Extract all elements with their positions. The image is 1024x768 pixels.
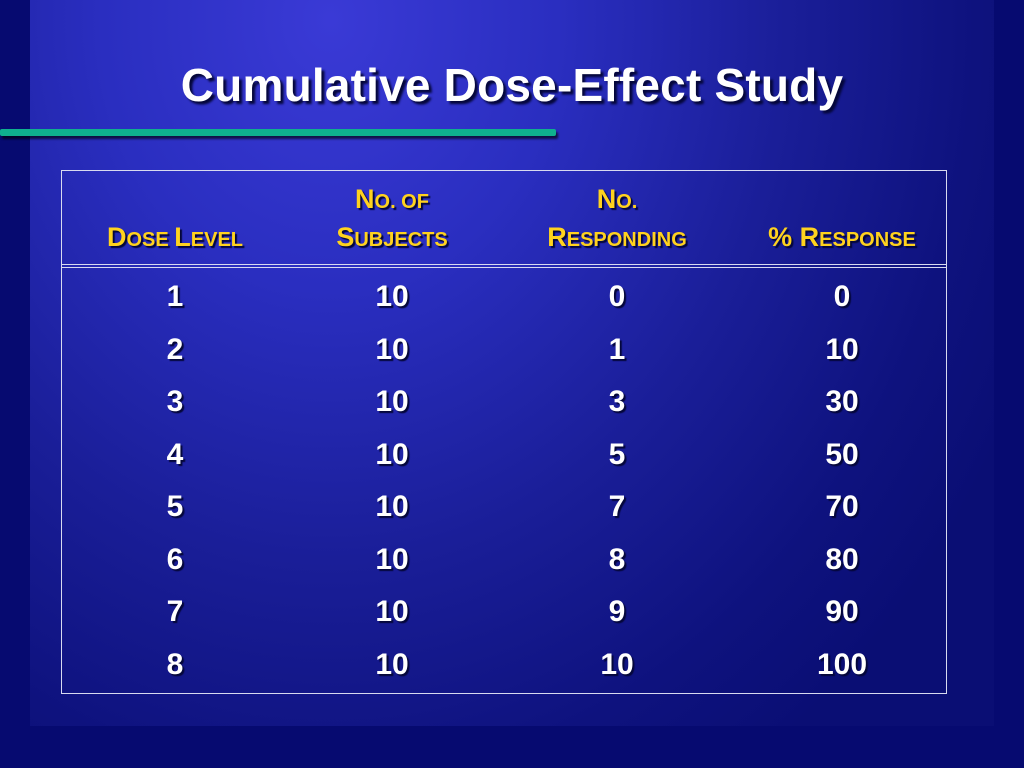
header-divider-line <box>61 264 947 265</box>
header-no-of-subjects: NO. OF SUBJECTS <box>282 180 502 256</box>
cell-percent-response: 80 <box>825 542 859 576</box>
cell-percent-response: 90 <box>825 595 859 628</box>
cell-responding: 7 <box>608 490 626 523</box>
cell-dose-level: 7 <box>166 595 184 628</box>
cell-subjects: 10 <box>375 437 409 471</box>
title-accent-rule <box>0 129 556 136</box>
cell-dose-level: 3 <box>166 385 184 418</box>
column-header-line: DOSE LEVEL <box>65 218 285 256</box>
cell-responding: 1 <box>608 332 626 366</box>
cell-subjects: 10 <box>375 647 409 681</box>
column-header-text: % R <box>768 222 820 252</box>
column-header-text: ESPONSE <box>819 229 916 251</box>
header-divider-line <box>61 267 947 268</box>
column-header-text: ESPONDING <box>566 229 687 251</box>
cell-dose-level: 2 <box>166 332 184 366</box>
cell-subjects: 10 <box>375 280 409 313</box>
data-table-frame <box>61 170 947 694</box>
column-header-text: L <box>174 222 191 252</box>
cell-percent-response: 30 <box>825 385 859 418</box>
cell-responding: 0 <box>608 280 626 313</box>
cell-subjects: 10 <box>375 542 409 576</box>
cell-percent-response: 100 <box>816 647 868 681</box>
cell-dose-level: 4 <box>166 437 184 471</box>
column-header-line: NO. <box>507 180 727 218</box>
cell-responding: 3 <box>608 385 626 418</box>
header-percent-response: % RESPONSE <box>732 180 952 256</box>
column-header-text: O. OF <box>374 191 429 213</box>
column-header-text: N <box>596 184 617 214</box>
cell-dose-level: 1 <box>166 280 184 313</box>
cell-percent-response: 0 <box>833 280 851 313</box>
slide-title: Cumulative Dose-Effect Study <box>180 59 844 111</box>
cell-responding: 5 <box>608 437 626 471</box>
column-header-text: D <box>106 222 127 252</box>
cell-dose-level: 6 <box>166 542 184 576</box>
column-header-text: UBJECTS <box>354 229 448 251</box>
cell-percent-response: 50 <box>825 437 859 471</box>
cell-subjects: 10 <box>375 332 409 366</box>
column-header-line: NO. OF <box>282 180 502 218</box>
column-header-text: OSE <box>126 229 175 251</box>
cell-subjects: 10 <box>375 490 409 523</box>
column-header-text: N <box>355 184 375 214</box>
column-header-text: R <box>547 222 567 252</box>
cell-subjects: 10 <box>375 385 409 418</box>
cell-percent-response: 10 <box>825 332 859 366</box>
header-dose-level: DOSE LEVEL <box>65 180 285 256</box>
cell-responding: 10 <box>600 647 634 681</box>
header-no-responding: NO. RESPONDING <box>507 180 727 256</box>
cell-responding: 8 <box>608 542 626 576</box>
cell-percent-response: 70 <box>825 490 859 523</box>
column-header-text: S <box>336 222 355 252</box>
column-header-line <box>65 180 285 218</box>
column-header-line: RESPONDING <box>507 218 727 256</box>
column-header-line: SUBJECTS <box>282 218 502 256</box>
column-header-line <box>732 180 952 218</box>
cell-dose-level: 8 <box>166 647 184 681</box>
column-header-text: O. <box>616 191 638 213</box>
cell-dose-level: 5 <box>166 490 184 523</box>
column-header-line: % RESPONSE <box>732 218 952 256</box>
column-header-text: EVEL <box>190 229 244 251</box>
cell-responding: 9 <box>608 595 626 628</box>
cell-subjects: 10 <box>375 595 409 628</box>
slide-background-panel <box>30 0 994 726</box>
